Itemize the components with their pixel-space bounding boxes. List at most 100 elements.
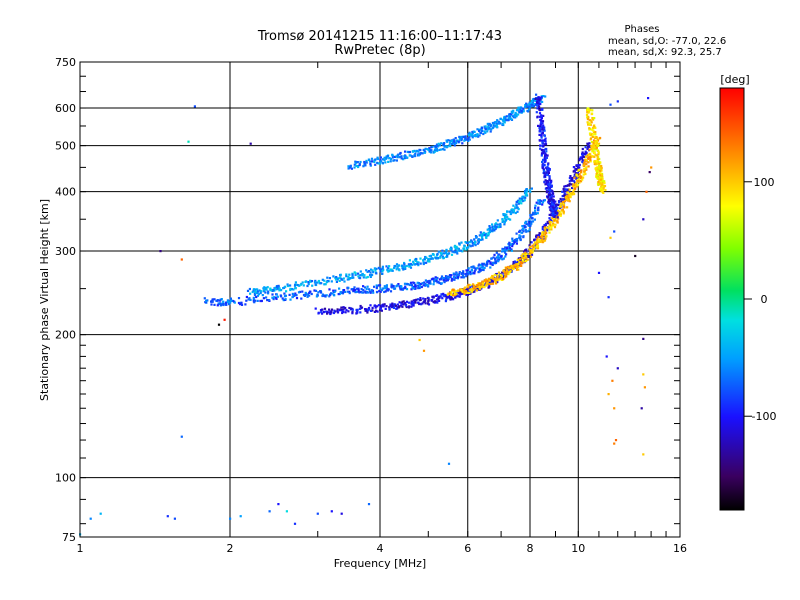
data-point [370, 273, 373, 276]
data-point [536, 247, 540, 250]
data-point [589, 133, 592, 136]
data-point [339, 273, 342, 276]
data-point [417, 150, 420, 153]
data-point [573, 176, 576, 179]
data-point [307, 281, 310, 284]
data-point [504, 116, 507, 120]
data-point [319, 309, 323, 312]
data-point [543, 172, 546, 175]
data-point [506, 270, 509, 274]
data-point [539, 144, 542, 147]
data-point [464, 136, 467, 140]
data-point [282, 299, 285, 302]
data-point [373, 304, 376, 307]
data-point [470, 134, 474, 137]
data-point [414, 154, 417, 157]
data-point [348, 306, 351, 310]
data-point [432, 283, 435, 286]
data-point [547, 202, 550, 205]
data-point [515, 109, 519, 112]
data-point [594, 126, 597, 129]
x-tick-label: 1 [77, 542, 84, 555]
data-point [442, 143, 445, 146]
data-point [604, 188, 607, 192]
data-point [526, 105, 529, 108]
data-point [529, 215, 532, 218]
data-point [338, 309, 341, 312]
data-point [379, 307, 382, 311]
data-point [469, 245, 472, 248]
data-point [497, 260, 500, 263]
data-point [348, 273, 351, 276]
data-point [495, 278, 498, 281]
data-point [566, 188, 569, 191]
data-point [539, 115, 542, 118]
data-point [369, 268, 373, 271]
data-point [370, 309, 373, 312]
data-point [585, 159, 588, 162]
data-point [559, 213, 562, 216]
data-point [539, 99, 542, 102]
data-point [588, 122, 591, 125]
data-point [392, 285, 395, 288]
data-point [501, 271, 504, 274]
data-point [586, 121, 589, 124]
data-point [524, 220, 527, 223]
data-point [416, 298, 420, 301]
data-point [520, 202, 523, 205]
data-point [490, 128, 493, 131]
data-point [592, 144, 595, 147]
data-point [457, 289, 460, 292]
data-point [246, 289, 250, 292]
data-point [580, 157, 583, 160]
data-point [187, 140, 190, 143]
data-point [522, 227, 525, 230]
data-point [371, 269, 374, 272]
data-point [409, 266, 413, 269]
data-point [357, 275, 360, 278]
data-point [326, 310, 329, 313]
data-point [454, 137, 457, 140]
data-point [522, 235, 525, 238]
data-point [553, 208, 556, 211]
data-point [210, 303, 213, 306]
data-point [438, 144, 442, 147]
data-point [515, 200, 518, 204]
data-point [584, 158, 587, 161]
data-point [575, 182, 578, 185]
data-point [489, 124, 493, 127]
data-point [465, 291, 468, 294]
data-point [324, 283, 327, 286]
data-point [399, 151, 402, 155]
data-point [550, 198, 553, 201]
data-point [495, 124, 498, 127]
data-point [598, 177, 602, 180]
data-point [501, 118, 504, 121]
data-point [586, 142, 589, 145]
y-axis-label: Stationary phase Virtual Height [km] [38, 199, 51, 401]
data-point [535, 111, 538, 114]
data-point [446, 293, 449, 296]
data-point [521, 195, 524, 198]
data-point [390, 306, 394, 309]
data-point [467, 290, 470, 293]
data-point [533, 243, 536, 246]
data-point [541, 232, 544, 235]
data-point [469, 133, 472, 136]
data-point [481, 285, 484, 288]
data-point [310, 280, 314, 283]
data-point [456, 247, 459, 250]
data-point [491, 226, 494, 229]
data-point [458, 138, 461, 141]
data-point [552, 195, 555, 198]
data-point [465, 293, 468, 296]
data-point [452, 294, 455, 297]
data-point [494, 227, 497, 230]
data-point [568, 200, 571, 203]
data-point [380, 160, 383, 163]
data-point [539, 147, 542, 150]
data-point [376, 156, 379, 159]
y-tick-label: 300 [55, 245, 76, 258]
data-point [480, 126, 483, 129]
data-point [325, 294, 328, 297]
